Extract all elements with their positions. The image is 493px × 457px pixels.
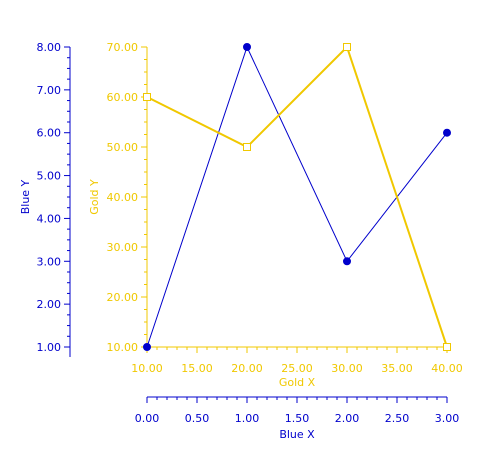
gold-x-axis-title: Gold X xyxy=(279,376,316,389)
blue-data-point xyxy=(343,257,351,266)
blue-y-tick-label: 7.00 xyxy=(37,84,62,97)
blue-x-tick-label: 1.50 xyxy=(285,412,310,425)
blue-data-point xyxy=(143,343,151,351)
gold-data-point xyxy=(443,343,451,351)
blue-y-tick-label: 2.00 xyxy=(37,298,62,311)
gold-data-point xyxy=(243,143,251,151)
gold-x-tick-label: 10.00 xyxy=(131,362,163,375)
gold-x-tick-label: 40.00 xyxy=(431,362,463,375)
gold-x-tick-label: 20.00 xyxy=(231,362,263,375)
blue-series-line xyxy=(146,45,448,348)
blue-y-tick-label: 5.00 xyxy=(37,170,62,183)
gold-y-tick-label: 50.00 xyxy=(107,141,139,154)
blue-x-tick-label: 2.50 xyxy=(385,412,410,425)
gold-y-tick-label: 70.00 xyxy=(107,41,139,54)
blue-data-point xyxy=(443,128,451,137)
gold-data-point xyxy=(143,93,151,101)
blue-x-tick-label: 2.00 xyxy=(335,412,360,425)
gold-series-line xyxy=(146,45,448,348)
blue-y-tick-label: 8.00 xyxy=(37,41,62,54)
gold-x-tick-label: 15.00 xyxy=(181,362,213,375)
gold-y-tick-label: 10.00 xyxy=(107,341,139,354)
blue-x-tick-label: 0.50 xyxy=(185,412,210,425)
gold-y-axis-title: Gold Y xyxy=(88,179,101,215)
axes-layer: 1.00 2.00 3.00 4.00 5.00 6.00 7.00 8.00 Blue Y 10… xyxy=(19,41,463,441)
gold-y-tick-label: 60.00 xyxy=(107,91,139,104)
gold-y-tick-label: 20.00 xyxy=(107,291,139,304)
gold-data-point xyxy=(343,43,351,51)
blue-y-tick-label: 1.00 xyxy=(37,341,62,354)
blue-y-tick-label: 6.00 xyxy=(37,127,62,140)
blue-y-tick-label: 4.00 xyxy=(37,212,62,225)
blue-x-tick-label: 0.00 xyxy=(135,412,160,425)
series-layer xyxy=(143,43,451,351)
blue-y-axis-title: Blue Y xyxy=(19,179,32,214)
gold-y-tick-label: 40.00 xyxy=(107,191,139,204)
gold-x-tick-label: 30.00 xyxy=(331,362,363,375)
blue-y-tick-label: 3.00 xyxy=(37,255,62,268)
blue-x-tick-label: 1.00 xyxy=(235,412,260,425)
blue-data-point xyxy=(243,43,251,51)
gold-y-tick-label: 30.00 xyxy=(107,241,139,254)
gold-x-tick-label: 25.00 xyxy=(281,362,313,375)
gold-x-tick-label: 35.00 xyxy=(381,362,413,375)
blue-x-axis-title: Blue X xyxy=(279,428,315,441)
blue-x-tick-label: 3.00 xyxy=(435,412,460,425)
